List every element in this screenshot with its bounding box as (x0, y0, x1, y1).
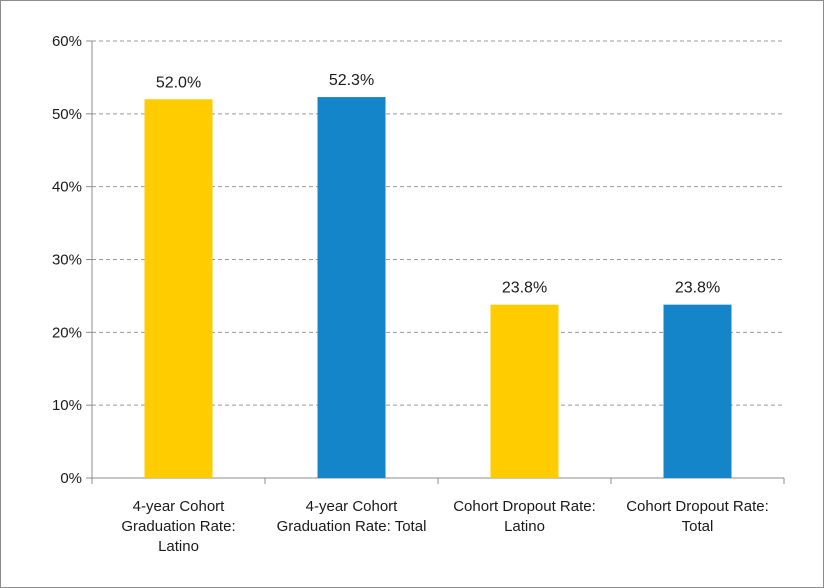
data-labels: 52.0% 52.3% 23.8% 23.8% (156, 72, 720, 297)
category-label-line: 4-year Cohort (306, 498, 399, 515)
category-label-line: Total (682, 518, 714, 535)
category-label: 4-year Cohort Graduation Rate: Total (277, 498, 427, 535)
y-tick-label: 0% (60, 470, 82, 487)
category-labels: 4-year Cohort Graduation Rate: Latino4-yea… (121, 498, 768, 555)
bars (144, 97, 732, 479)
data-label: 52.3% (329, 72, 374, 89)
bar (663, 304, 732, 478)
category-label-line: Graduation Rate: (121, 518, 235, 535)
category-label-line: Graduation Rate: Total (277, 518, 427, 535)
y-tick-label: 10% (52, 397, 82, 414)
y-tick-label: 40% (52, 179, 82, 196)
category-label-line: 4-year Cohort (133, 498, 226, 515)
category-label: Cohort Dropout Rate: Latino (453, 498, 596, 535)
category-label: 4-year Cohort Graduation Rate: Latino (121, 498, 235, 555)
y-tick-label: 60% (52, 33, 82, 50)
y-tick-label: 50% (52, 106, 82, 123)
category-label-line: Cohort Dropout Rate: (626, 498, 769, 515)
data-label: 52.0% (156, 74, 201, 91)
y-tick-label: 30% (52, 252, 82, 269)
bar (490, 304, 559, 478)
data-label: 23.8% (675, 280, 720, 297)
category-label-line: Latino (504, 518, 545, 535)
category-label: Cohort Dropout Rate: Total (626, 498, 769, 535)
bar (317, 97, 386, 478)
category-label-line: Cohort Dropout Rate: (453, 498, 596, 515)
data-label: 23.8% (502, 280, 547, 297)
y-tick-label: 20% (52, 324, 82, 341)
category-label-line: Latino (158, 538, 199, 555)
bar (144, 99, 213, 479)
